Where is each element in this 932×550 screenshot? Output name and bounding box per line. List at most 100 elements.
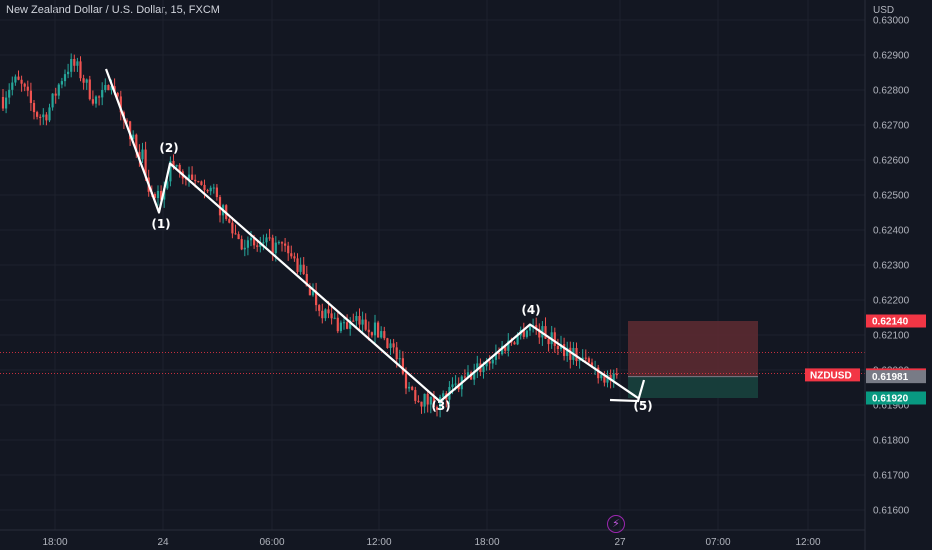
candle-body xyxy=(32,102,36,113)
price-tick-label: 0.63000 xyxy=(873,16,910,27)
candle-body xyxy=(349,320,352,329)
candle-body xyxy=(23,83,26,87)
time-tick-label: 18:00 xyxy=(42,537,67,548)
candle-body xyxy=(615,373,618,376)
lightning-icon[interactable]: ⚡ xyxy=(607,515,625,533)
candle-body xyxy=(380,331,383,338)
candle-body xyxy=(507,340,510,351)
candle-body xyxy=(482,366,485,373)
candle-body xyxy=(277,242,280,244)
candle-body xyxy=(293,256,296,259)
candle-body xyxy=(556,345,559,349)
candle-body xyxy=(116,92,119,97)
candle-body xyxy=(20,79,23,84)
candle-body xyxy=(274,242,277,254)
candle-body xyxy=(389,343,392,348)
price-axis-unit: USD xyxy=(873,5,894,16)
candle-body xyxy=(172,161,175,167)
price-tick-label: 0.62500 xyxy=(873,191,910,202)
candle-body xyxy=(187,174,191,179)
wave-label: (4) xyxy=(521,303,540,317)
candle-body xyxy=(569,347,572,360)
candle-body xyxy=(563,344,566,356)
candle-body xyxy=(166,181,169,189)
price-tick-label: 0.62300 xyxy=(873,261,910,272)
candle-body xyxy=(336,317,339,332)
elliott-wave-lines[interactable] xyxy=(104,68,646,403)
time-axis[interactable]: 18:00 24 06:00 12:00 18:00 27 07:00 12:00 xyxy=(42,537,820,548)
candle-body xyxy=(197,181,200,183)
candle-body xyxy=(494,352,497,360)
candle-body xyxy=(138,151,141,160)
time-tick-label: 12:00 xyxy=(366,537,391,548)
candle-body xyxy=(262,242,265,244)
candle-body xyxy=(17,76,20,80)
candle-body xyxy=(358,316,361,325)
candle-body xyxy=(98,96,101,98)
candle-body xyxy=(426,393,429,405)
candle-body xyxy=(302,264,305,275)
candle-body xyxy=(259,242,262,247)
candle-body xyxy=(417,400,420,402)
price-tick-label: 0.62200 xyxy=(873,296,910,307)
candle-body xyxy=(361,319,364,325)
candle-body xyxy=(408,386,411,389)
candle-body xyxy=(612,373,615,381)
candle-body xyxy=(491,359,494,364)
candle-body xyxy=(383,331,386,339)
candle-body xyxy=(404,373,408,389)
candle-body xyxy=(70,58,73,72)
candle-body xyxy=(330,313,333,319)
candle-body xyxy=(268,237,271,239)
candle-body xyxy=(79,61,82,79)
price-tag-value: 0.61981 xyxy=(872,372,909,383)
candle-body xyxy=(373,322,377,336)
candle-body xyxy=(311,291,315,296)
candle-body xyxy=(423,393,426,407)
candle-body xyxy=(454,383,457,385)
candle-body xyxy=(101,90,104,98)
candle-body xyxy=(525,330,528,337)
candle-body xyxy=(94,96,98,104)
time-tick-label: 12:00 xyxy=(795,537,820,548)
wave-arrow xyxy=(609,379,646,403)
candle-body xyxy=(352,320,355,322)
price-tick-label: 0.62900 xyxy=(873,51,910,62)
wave-label: (1) xyxy=(151,217,170,231)
candle-body xyxy=(370,332,373,336)
price-tag-box xyxy=(866,391,926,405)
candle-body xyxy=(476,363,479,371)
candle-body xyxy=(535,325,538,329)
wave-label: (2) xyxy=(159,141,178,155)
candle-body xyxy=(429,396,432,405)
candle-body xyxy=(54,93,57,96)
candle-body xyxy=(609,374,612,381)
candle-body xyxy=(339,322,342,332)
candle-body xyxy=(435,407,439,410)
candle-body xyxy=(135,134,138,152)
candle-body xyxy=(377,322,380,338)
candle-body xyxy=(287,245,290,254)
candle-body xyxy=(411,386,414,390)
candle-body xyxy=(398,358,401,360)
candle-body xyxy=(48,107,51,121)
candle-body xyxy=(51,93,54,108)
candle-body xyxy=(488,361,491,364)
candlestick-series xyxy=(1,53,618,418)
candle-body xyxy=(39,116,42,118)
candle-body xyxy=(249,237,253,241)
price-axis[interactable]: 0.63000 0.62900 0.62800 0.62700 0.62600 0.625… xyxy=(873,16,910,517)
candle-body xyxy=(265,237,268,243)
wave-label: (5) xyxy=(633,399,652,413)
candle-body xyxy=(432,396,435,408)
candle-body xyxy=(156,190,160,199)
candle-body xyxy=(333,317,336,319)
candle-body xyxy=(581,357,584,360)
price-tag-value: 0.62140 xyxy=(872,317,909,328)
candle-body xyxy=(587,358,590,363)
candle-body xyxy=(584,357,587,359)
candle-body xyxy=(191,174,194,180)
candle-body xyxy=(414,389,417,401)
candle-body xyxy=(420,401,423,407)
